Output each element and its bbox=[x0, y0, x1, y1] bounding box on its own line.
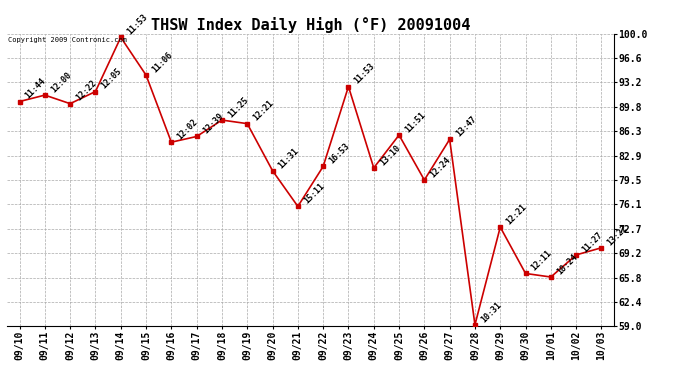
Text: 12:02: 12:02 bbox=[175, 117, 199, 141]
Text: 12:05: 12:05 bbox=[99, 67, 124, 91]
Text: 11:27: 11:27 bbox=[580, 230, 604, 254]
Text: 11:53: 11:53 bbox=[353, 62, 377, 86]
Text: 15:11: 15:11 bbox=[302, 182, 326, 206]
Text: 12:22: 12:22 bbox=[75, 79, 99, 103]
Title: THSW Index Daily High (°F) 20091004: THSW Index Daily High (°F) 20091004 bbox=[151, 16, 470, 33]
Text: 12:39: 12:39 bbox=[201, 112, 225, 136]
Text: 16:53: 16:53 bbox=[327, 142, 351, 166]
Text: 12:24: 12:24 bbox=[428, 155, 453, 179]
Text: 13:47: 13:47 bbox=[454, 114, 478, 138]
Text: 11:06: 11:06 bbox=[150, 50, 175, 74]
Text: 12:11: 12:11 bbox=[530, 249, 554, 273]
Text: 11:31: 11:31 bbox=[277, 146, 301, 170]
Text: 12:21: 12:21 bbox=[251, 99, 275, 123]
Text: 13:22: 13:22 bbox=[606, 223, 630, 247]
Text: 10:31: 10:31 bbox=[479, 300, 503, 324]
Text: 10:24: 10:24 bbox=[555, 252, 579, 276]
Text: 12:21: 12:21 bbox=[504, 202, 529, 226]
Text: 11:51: 11:51 bbox=[403, 110, 427, 134]
Text: 13:10: 13:10 bbox=[378, 143, 402, 167]
Text: Copyright 2009 Contronic.com: Copyright 2009 Contronic.com bbox=[8, 37, 126, 43]
Text: 11:25: 11:25 bbox=[226, 95, 250, 119]
Text: 12:00: 12:00 bbox=[49, 70, 73, 94]
Text: 11:44: 11:44 bbox=[23, 77, 48, 101]
Text: 11:53: 11:53 bbox=[125, 12, 149, 36]
